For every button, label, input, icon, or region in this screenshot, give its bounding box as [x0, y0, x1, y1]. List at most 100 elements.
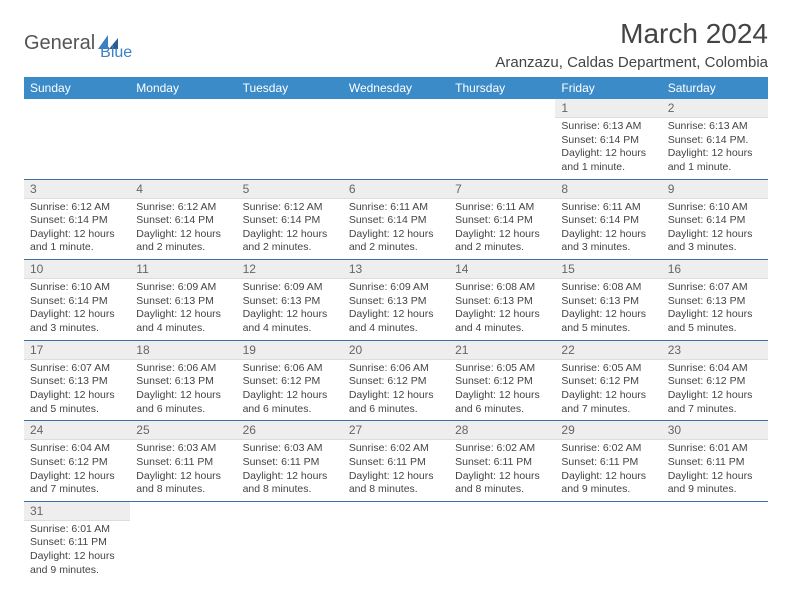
sunset-text: Sunset: 6:12 PM	[455, 375, 549, 389]
calendar-day-cell	[237, 99, 343, 179]
sunrise-text: Sunrise: 6:09 AM	[136, 281, 230, 295]
day-details: Sunrise: 6:01 AMSunset: 6:11 PMDaylight:…	[662, 440, 768, 501]
calendar-day-cell: 14Sunrise: 6:08 AMSunset: 6:13 PMDayligh…	[449, 260, 555, 341]
day-number: 9	[662, 180, 768, 199]
sunrise-text: Sunrise: 6:05 AM	[455, 362, 549, 376]
sunset-text: Sunset: 6:13 PM	[349, 295, 443, 309]
calendar-day-cell: 11Sunrise: 6:09 AMSunset: 6:13 PMDayligh…	[130, 260, 236, 341]
calendar-day-cell: 29Sunrise: 6:02 AMSunset: 6:11 PMDayligh…	[555, 421, 661, 502]
weekday-header: Thursday	[449, 77, 555, 99]
calendar-day-cell	[24, 99, 130, 179]
day-number: 8	[555, 180, 661, 199]
sunrise-text: Sunrise: 6:10 AM	[30, 281, 124, 295]
daylight-text: Daylight: 12 hours and 5 minutes.	[561, 308, 655, 335]
sunrise-text: Sunrise: 6:12 AM	[136, 201, 230, 215]
sunrise-text: Sunrise: 6:06 AM	[136, 362, 230, 376]
day-details: Sunrise: 6:02 AMSunset: 6:11 PMDaylight:…	[555, 440, 661, 501]
calendar-week-row: 24Sunrise: 6:04 AMSunset: 6:12 PMDayligh…	[24, 421, 768, 502]
calendar-day-cell	[130, 501, 236, 581]
sunset-text: Sunset: 6:11 PM	[136, 456, 230, 470]
weekday-header: Tuesday	[237, 77, 343, 99]
daylight-text: Daylight: 12 hours and 4 minutes.	[455, 308, 549, 335]
calendar-day-cell: 21Sunrise: 6:05 AMSunset: 6:12 PMDayligh…	[449, 340, 555, 421]
weekday-header: Monday	[130, 77, 236, 99]
day-number: 12	[237, 260, 343, 279]
calendar-day-cell	[449, 501, 555, 581]
day-details: Sunrise: 6:02 AMSunset: 6:11 PMDaylight:…	[449, 440, 555, 501]
header: General Blue March 2024 Aranzazu, Caldas…	[24, 18, 768, 71]
sunrise-text: Sunrise: 6:11 AM	[349, 201, 443, 215]
calendar-day-cell: 19Sunrise: 6:06 AMSunset: 6:12 PMDayligh…	[237, 340, 343, 421]
calendar-day-cell: 20Sunrise: 6:06 AMSunset: 6:12 PMDayligh…	[343, 340, 449, 421]
day-number: 13	[343, 260, 449, 279]
calendar-day-cell: 8Sunrise: 6:11 AMSunset: 6:14 PMDaylight…	[555, 179, 661, 260]
sunrise-text: Sunrise: 6:09 AM	[243, 281, 337, 295]
calendar-day-cell: 3Sunrise: 6:12 AMSunset: 6:14 PMDaylight…	[24, 179, 130, 260]
day-details: Sunrise: 6:09 AMSunset: 6:13 PMDaylight:…	[343, 279, 449, 340]
day-details: Sunrise: 6:12 AMSunset: 6:14 PMDaylight:…	[24, 199, 130, 260]
daylight-text: Daylight: 12 hours and 5 minutes.	[30, 389, 124, 416]
calendar-day-cell: 7Sunrise: 6:11 AMSunset: 6:14 PMDaylight…	[449, 179, 555, 260]
day-number: 10	[24, 260, 130, 279]
day-details: Sunrise: 6:08 AMSunset: 6:13 PMDaylight:…	[555, 279, 661, 340]
logo: General Blue	[24, 24, 132, 62]
day-number: 26	[237, 421, 343, 440]
day-number: 16	[662, 260, 768, 279]
daylight-text: Daylight: 12 hours and 8 minutes.	[455, 470, 549, 497]
calendar-day-cell	[555, 501, 661, 581]
day-details: Sunrise: 6:02 AMSunset: 6:11 PMDaylight:…	[343, 440, 449, 501]
sunrise-text: Sunrise: 6:12 AM	[30, 201, 124, 215]
day-details: Sunrise: 6:01 AMSunset: 6:11 PMDaylight:…	[24, 521, 130, 582]
calendar-day-cell: 23Sunrise: 6:04 AMSunset: 6:12 PMDayligh…	[662, 340, 768, 421]
day-details: Sunrise: 6:09 AMSunset: 6:13 PMDaylight:…	[130, 279, 236, 340]
calendar-day-cell: 1Sunrise: 6:13 AMSunset: 6:14 PMDaylight…	[555, 99, 661, 179]
sunset-text: Sunset: 6:11 PM	[349, 456, 443, 470]
day-details: Sunrise: 6:03 AMSunset: 6:11 PMDaylight:…	[237, 440, 343, 501]
sunset-text: Sunset: 6:14 PM.	[668, 134, 762, 148]
calendar-day-cell: 22Sunrise: 6:05 AMSunset: 6:12 PMDayligh…	[555, 340, 661, 421]
day-details: Sunrise: 6:11 AMSunset: 6:14 PMDaylight:…	[449, 199, 555, 260]
sunset-text: Sunset: 6:14 PM	[136, 214, 230, 228]
sunrise-text: Sunrise: 6:06 AM	[243, 362, 337, 376]
daylight-text: Daylight: 12 hours and 9 minutes.	[30, 550, 124, 577]
day-number: 17	[24, 341, 130, 360]
day-number: 2	[662, 99, 768, 118]
calendar-day-cell: 28Sunrise: 6:02 AMSunset: 6:11 PMDayligh…	[449, 421, 555, 502]
day-number: 27	[343, 421, 449, 440]
weekday-header: Wednesday	[343, 77, 449, 99]
calendar-day-cell: 26Sunrise: 6:03 AMSunset: 6:11 PMDayligh…	[237, 421, 343, 502]
sunset-text: Sunset: 6:13 PM	[561, 295, 655, 309]
sunset-text: Sunset: 6:14 PM	[668, 214, 762, 228]
day-number: 31	[24, 502, 130, 521]
calendar-day-cell: 16Sunrise: 6:07 AMSunset: 6:13 PMDayligh…	[662, 260, 768, 341]
day-details: Sunrise: 6:03 AMSunset: 6:11 PMDaylight:…	[130, 440, 236, 501]
day-details: Sunrise: 6:13 AMSunset: 6:14 PM.Daylight…	[662, 118, 768, 179]
sunset-text: Sunset: 6:14 PM	[243, 214, 337, 228]
sunrise-text: Sunrise: 6:03 AM	[243, 442, 337, 456]
sunset-text: Sunset: 6:12 PM	[561, 375, 655, 389]
sunset-text: Sunset: 6:11 PM	[30, 536, 124, 550]
page-title: March 2024	[495, 18, 768, 50]
sunset-text: Sunset: 6:14 PM	[561, 214, 655, 228]
daylight-text: Daylight: 12 hours and 9 minutes.	[668, 470, 762, 497]
day-number: 14	[449, 260, 555, 279]
sunset-text: Sunset: 6:14 PM	[455, 214, 549, 228]
daylight-text: Daylight: 12 hours and 8 minutes.	[243, 470, 337, 497]
day-details: Sunrise: 6:12 AMSunset: 6:14 PMDaylight:…	[130, 199, 236, 260]
day-number: 18	[130, 341, 236, 360]
calendar-day-cell: 4Sunrise: 6:12 AMSunset: 6:14 PMDaylight…	[130, 179, 236, 260]
calendar-day-cell: 9Sunrise: 6:10 AMSunset: 6:14 PMDaylight…	[662, 179, 768, 260]
sunrise-text: Sunrise: 6:07 AM	[668, 281, 762, 295]
sunset-text: Sunset: 6:13 PM	[668, 295, 762, 309]
sunrise-text: Sunrise: 6:02 AM	[561, 442, 655, 456]
daylight-text: Daylight: 12 hours and 7 minutes.	[561, 389, 655, 416]
daylight-text: Daylight: 12 hours and 1 minute.	[668, 147, 762, 174]
sunrise-text: Sunrise: 6:13 AM	[561, 120, 655, 134]
calendar-day-cell: 15Sunrise: 6:08 AMSunset: 6:13 PMDayligh…	[555, 260, 661, 341]
weekday-header: Saturday	[662, 77, 768, 99]
calendar-day-cell	[343, 99, 449, 179]
sunset-text: Sunset: 6:11 PM	[668, 456, 762, 470]
daylight-text: Daylight: 12 hours and 2 minutes.	[349, 228, 443, 255]
calendar-day-cell	[662, 501, 768, 581]
calendar-day-cell	[130, 99, 236, 179]
